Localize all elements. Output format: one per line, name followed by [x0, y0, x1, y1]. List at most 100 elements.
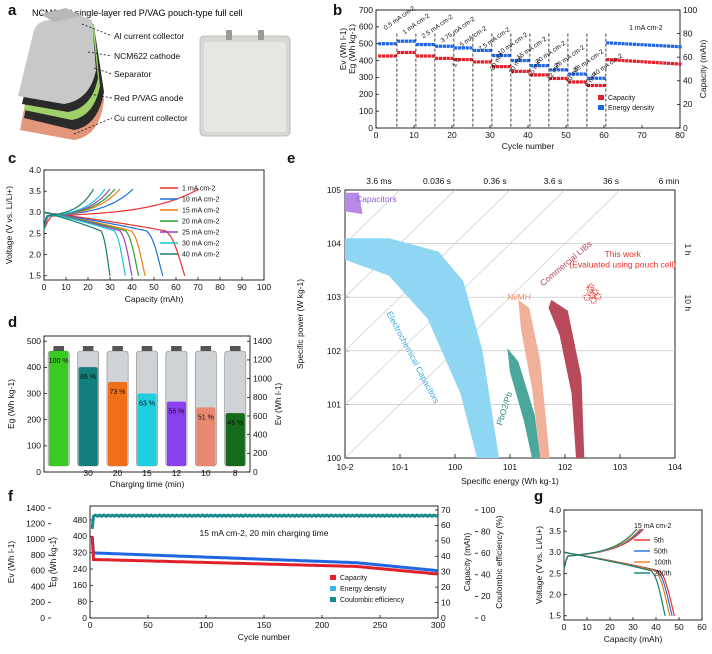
chart-b-energy-point [458, 46, 462, 50]
chart-b-rate-label-final: 1 mA cm-2 [629, 25, 663, 32]
chart-b-capacity-point [458, 57, 462, 62]
chart-d-right-ytick-label: 0 [253, 467, 258, 477]
chart-c-xtick-label: 20 [83, 282, 93, 292]
chart-e-xtick-label: 102 [558, 462, 572, 472]
chart-e-ytick-label: 104 [327, 239, 341, 249]
chart-b-capacity-point [553, 76, 557, 81]
chart-b-left-ytick-label: 200 [359, 89, 373, 99]
chart-g-discharge-curve [563, 551, 666, 616]
chart-b-energy-point [625, 42, 629, 46]
chart-f-xtick-label: 100 [199, 620, 213, 630]
chart-c-xtick-label: 30 [105, 282, 115, 292]
label-anode: Red P/VAG anode [114, 93, 184, 103]
chart-d-right-ytick-label: 400 [253, 429, 267, 439]
label-cu-collector: Cu current collector [114, 113, 188, 123]
chart-b-energy-point [496, 53, 500, 58]
chart-b-capacity-point [518, 69, 522, 73]
chart-b-energy-point [420, 42, 424, 47]
chart-b-capacity-point [651, 60, 655, 64]
chart-b-energy-point [499, 53, 503, 58]
chart-b-energy-point [484, 48, 488, 53]
chart-g-xtick-label: 0 [562, 622, 567, 632]
chart-f-capacity-series [90, 536, 439, 576]
chart-b-capacity-point [393, 54, 397, 58]
chart-g-charge-curve [563, 528, 643, 570]
chart-b-energy-point [454, 46, 458, 50]
chart-c-legend-label: 30 mA cm-2 [182, 241, 219, 248]
chart-g-ytick-label: 2.0 [549, 589, 561, 599]
chart-c-discharge-curve [43, 211, 111, 276]
chart-g-xtick-label: 20 [605, 622, 615, 632]
chart-b-xtick-label: 20 [447, 130, 457, 140]
chart-c-xtick-label: 10 [61, 282, 71, 292]
chart-c-discharge-curve [43, 211, 186, 276]
chart-b-energy-point [537, 64, 541, 68]
chart-e-label-nimh: Ni/MH [507, 292, 531, 302]
chart-c-xtick-label: 90 [237, 282, 247, 292]
chart-f-ce-series [90, 513, 439, 529]
chart-b-capacity-point [473, 60, 477, 64]
chart-b-capacity-point [625, 59, 629, 63]
chart-b-capacity-point [549, 76, 553, 81]
chart-b-energy-point [507, 53, 511, 58]
chart-b-xtick-label: 0 [374, 130, 379, 140]
chart-e-this-work-star: ✩ [582, 292, 591, 304]
chart-b-capacity-point [416, 54, 420, 58]
chart-f-capacity-ytick-label: 10 [441, 597, 451, 607]
chart-c-xtick-label: 0 [42, 282, 47, 292]
legend-b-capacity: Capacity [608, 95, 636, 102]
chart-e-top-time-label: 0.36 s [483, 176, 506, 186]
chart-b-left-ytick-label: 700 [359, 5, 373, 15]
chart-d-ylabel: Eg (Wh kg-1) [6, 379, 16, 429]
chart-f-xtick-label: 50 [143, 620, 153, 630]
chart-b-energy-point [477, 48, 481, 53]
chart-b-capacity-point [488, 60, 492, 64]
chart-b-energy-point [663, 44, 667, 48]
chart-b-capacity-point [534, 73, 538, 77]
chart-g: 1.5 2.0 2.5 3.0 3.5 4.0 0 10 20 30 40 50 60 Capacity … [534, 505, 707, 644]
chart-g-xtick-label: 50 [674, 622, 684, 632]
chart-b-energy-point [648, 43, 652, 47]
chart-f-inner-ytick-label: 0 [82, 613, 87, 623]
chart-b-energy-point [404, 39, 408, 43]
chart-g-ytick-label: 1.5 [549, 611, 561, 621]
chart-c-ytick-label: 2.5 [29, 228, 41, 238]
chart-d-right-ytick-label: 1400 [253, 336, 272, 346]
chart-b-energy-point [503, 53, 507, 58]
chart-f-inner-ytick-label: 320 [73, 547, 87, 557]
chart-b-capacity-point [484, 60, 488, 64]
chart-d-right-ytick-label: 800 [253, 392, 267, 402]
chart-b-capacity-point [610, 58, 614, 62]
chart-g-legend-label: 200th [654, 571, 672, 578]
chart-e-ytick-label: 105 [327, 185, 341, 195]
legend-b-capacity-swatch [598, 95, 604, 100]
panel-a-schematic: NCM622|| single-layer red P/VAG pouch-ty… [18, 8, 291, 140]
chart-e-region-libs [548, 299, 585, 458]
chart-d-battery-cap [229, 346, 241, 351]
chart-b-energy-point [564, 68, 568, 72]
chart-g-xtick-label: 30 [628, 622, 638, 632]
chart-b-capacity-point [378, 54, 382, 58]
chart-c-legend-label: 20 mA cm-2 [182, 219, 219, 226]
chart-b-capacity-point [420, 54, 424, 58]
chart-d-right-ytick-label: 600 [253, 411, 267, 421]
chart-f-legend-swatch [330, 575, 336, 580]
chart-e-region-ec [345, 238, 499, 458]
chart-c-xtick-label: 100 [257, 282, 271, 292]
chart-b-energy-point [587, 76, 591, 80]
chart-b-capacity-point [556, 76, 560, 81]
chart-b-xtick-label: 80 [675, 130, 685, 140]
panel-label-e: e [287, 150, 296, 167]
chart-b-energy-point [575, 72, 579, 76]
chart-c-charge-curve [43, 188, 200, 230]
chart-b-energy-point [667, 44, 671, 48]
chart-d-left-ytick-label: 500 [27, 336, 41, 346]
chart-e-ylabel: Specific power (W kg-1) [295, 279, 305, 369]
chart-b-energy-point [621, 42, 625, 46]
pouch-tab-right [258, 30, 264, 40]
chart-f-outer-ytick-label: 1200 [26, 519, 45, 529]
chart-e-this-work-star: ✩ [593, 291, 602, 303]
chart-b-capacity-point [450, 56, 454, 60]
chart-b-capacity-point [678, 62, 682, 66]
legend-b-energy: Energy density [608, 105, 655, 112]
